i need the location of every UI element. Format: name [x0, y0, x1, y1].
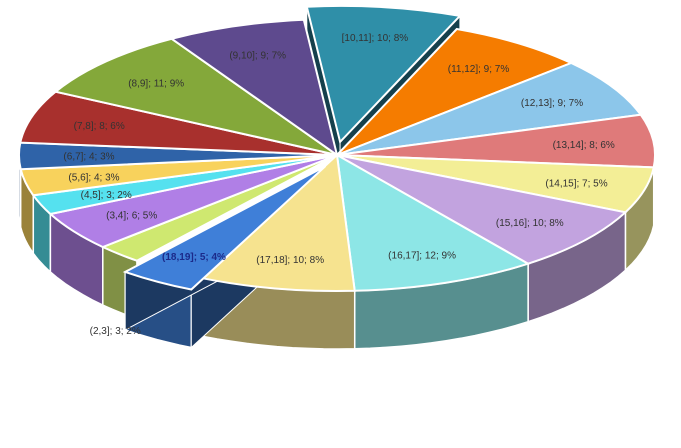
slice-label: (3,4]; 6; 5%	[106, 211, 157, 222]
slice-label: (6,7]; 4; 3%	[63, 152, 114, 163]
slice-label: (14,15]; 7; 5%	[545, 179, 607, 190]
pie-slice	[335, 153, 531, 292]
slice-label: [10,11]; 10; 8%	[342, 33, 409, 44]
pie-slice	[336, 113, 657, 169]
slice-label: (16,17]; 12; 9%	[388, 251, 456, 262]
slice-label: (11,12]; 9; 7%	[448, 64, 510, 75]
pie-slice	[336, 27, 574, 156]
pie-slice	[336, 61, 643, 156]
pie-slice	[200, 152, 356, 293]
slice-label: (8,9]; 11; 9%	[128, 78, 184, 89]
pie-slice	[122, 165, 327, 291]
slice-label: (15,16]; 10; 8%	[496, 218, 564, 229]
pie-slice	[336, 154, 628, 265]
slice-label: (2,3]; 3; 2%	[90, 326, 141, 337]
pie-slice	[53, 37, 338, 156]
slice-label: (4,5]; 3; 2%	[81, 190, 132, 201]
slice-label: (12,13]; 9; 7%	[521, 98, 583, 109]
pie-label-layer: [10,11]; 10; 8% (11,12]; 9; 7% (12,13]; 9;…	[63, 33, 615, 337]
slice-label: (9,10]; 9; 7%	[229, 51, 286, 62]
slice-label: (5,6]; 4; 3%	[68, 172, 119, 183]
pie-slice	[305, 4, 462, 144]
slice-label: (18,19]; 5; 4%	[162, 252, 226, 263]
slice-label: (7,8]; 8; 6%	[74, 121, 125, 132]
slice-label: (13,14]; 8; 6%	[553, 140, 615, 151]
slice-label: (17,18]; 10; 8%	[256, 255, 324, 266]
pie-slice	[169, 18, 339, 158]
pie-top-layer	[17, 4, 657, 293]
pie-slice	[19, 90, 338, 156]
